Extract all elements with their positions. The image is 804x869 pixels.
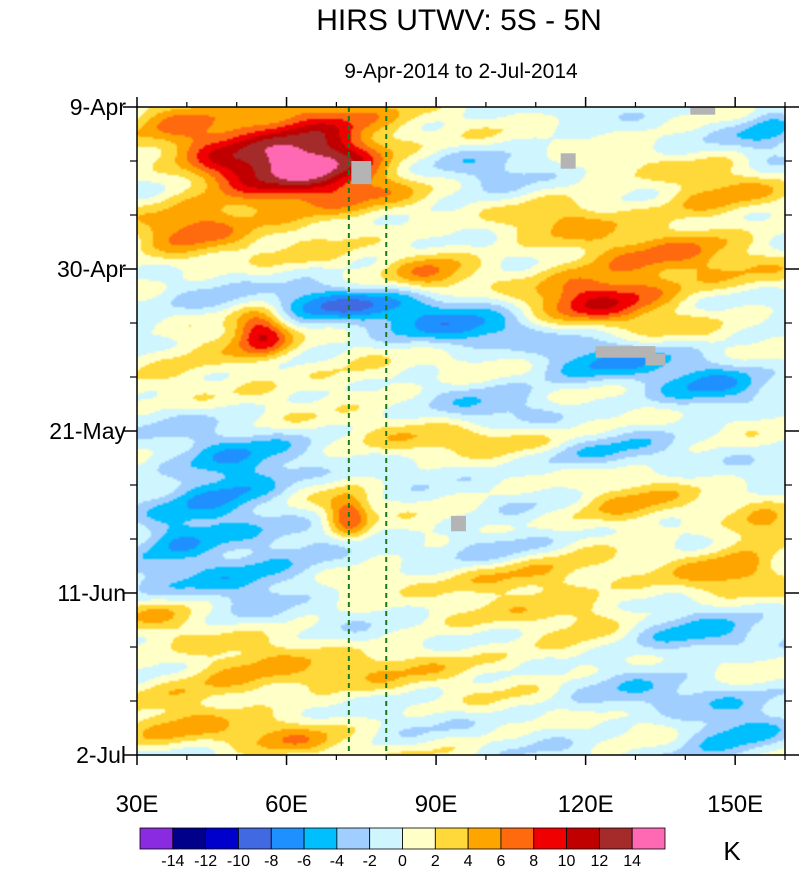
- y-tick-label: 21-May: [49, 418, 126, 444]
- colorbar-swatch: [598, 827, 633, 850]
- missing-data-patch: [645, 353, 666, 366]
- colorbar-tick-label: 2: [431, 853, 440, 869]
- colorbar-swatch: [139, 827, 174, 850]
- missing-data-patch: [690, 107, 716, 115]
- colorbar-swatch: [533, 827, 567, 850]
- x-tick-label: 120E: [558, 791, 614, 818]
- colorbar-tick-label: 10: [558, 853, 576, 869]
- reference-lines: [347, 107, 388, 755]
- colorbar-swatch: [434, 827, 469, 850]
- missing-data-patch: [351, 161, 372, 185]
- x-tick-label: 90E: [415, 791, 458, 818]
- missing-data-layer: [351, 107, 716, 532]
- missing-data-patch: [451, 515, 466, 532]
- colorbar-tick-label: -8: [264, 853, 278, 869]
- colorbar-swatch: [500, 827, 535, 850]
- colorbar-tick-label: -12: [194, 853, 217, 869]
- y-tick-label: 9-Apr: [70, 94, 127, 120]
- colorbar-swatch: [402, 827, 436, 850]
- colorbar-swatch: [566, 827, 600, 850]
- colorbar-tick-label: 12: [590, 853, 608, 869]
- colorbar-tick-label: -6: [297, 853, 311, 869]
- colorbar-tick-label: -10: [227, 853, 250, 869]
- colorbar-tick-label: -4: [330, 853, 344, 869]
- axes: 30E 60E 90E 120E 150E 9-Apr 30-Apr 21-May 11-Jun…: [49, 94, 799, 818]
- colorbar: -14 -12 -10 -8 -6 -4 -2 0 2 4 6 8 10 12 14: [139, 827, 666, 869]
- missing-data-patch: [560, 153, 576, 169]
- colorbar-tick-label: 0: [398, 853, 407, 869]
- y-tick-label: 2-Jul: [76, 742, 126, 768]
- colorbar-swatch: [205, 827, 239, 850]
- colorbar-swatch: [336, 827, 371, 850]
- colorbar-swatch: [172, 827, 207, 850]
- colorbar-swatch: [631, 827, 666, 850]
- heatmap-field: [137, 107, 785, 755]
- x-tick-label: 60E: [265, 791, 308, 818]
- colorbar-swatch: [270, 827, 305, 850]
- colorbar-tick-label: -2: [363, 853, 377, 869]
- x-tick-label: 30E: [116, 791, 159, 818]
- colorbar-swatch: [369, 827, 403, 850]
- colorbar-swatch: [303, 827, 338, 850]
- colorbar-tick-label: 4: [464, 853, 473, 869]
- colorbar-swatch: [238, 827, 272, 850]
- x-tick-label: 150E: [707, 791, 763, 818]
- missing-data-patch: [595, 346, 656, 358]
- colorbar-tick-label: 14: [623, 853, 641, 869]
- y-tick-label: 30-Apr: [57, 256, 126, 282]
- colorbar-units: K: [723, 836, 741, 866]
- colorbar-tick-label: -14: [161, 853, 184, 869]
- colorbar-tick-label: 8: [529, 853, 538, 869]
- colorbar-tick-label: 6: [496, 853, 505, 869]
- y-tick-label: 11-Jun: [57, 580, 126, 606]
- chart-subtitle: 9-Apr-2014 to 2-Jul-2014: [344, 60, 578, 83]
- colorbar-swatch: [467, 827, 502, 850]
- chart-title: HIRS UTWV: 5S - 5N: [316, 4, 602, 37]
